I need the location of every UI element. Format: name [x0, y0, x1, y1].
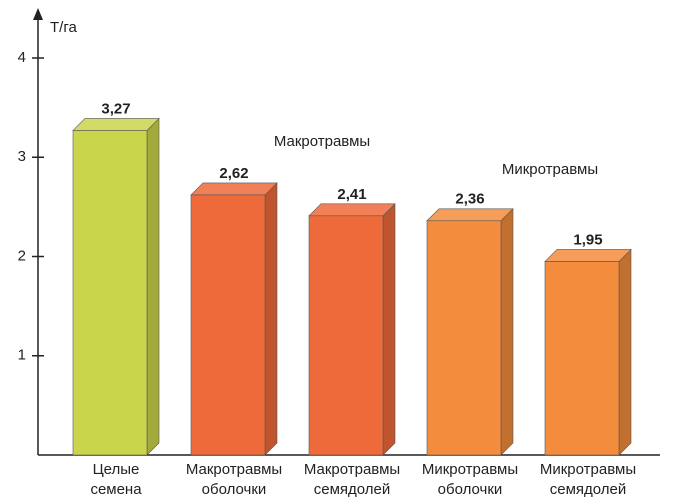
y-tick-label: 1	[18, 347, 26, 364]
annotation: Макротравмы	[274, 133, 370, 150]
x-tick-label: семена	[90, 481, 142, 498]
value-label: 2,36	[455, 191, 484, 208]
y-tick-label: 3	[18, 148, 26, 165]
bar	[72, 117, 160, 456]
bar-top	[544, 249, 632, 262]
bar-front	[544, 261, 620, 456]
bar-top	[72, 118, 160, 131]
bar-front	[190, 194, 266, 456]
x-tick-label: Целые	[93, 461, 140, 478]
value-label: 3,27	[101, 100, 130, 117]
y-axis-label: Т/га	[50, 19, 77, 36]
value-label: 2,62	[219, 165, 248, 182]
value-label: 1,95	[573, 231, 602, 248]
bar	[308, 203, 396, 456]
bar-top	[190, 182, 278, 196]
bar-side	[382, 203, 396, 456]
x-tick-label: Макротравмы	[186, 461, 282, 478]
x-tick-label: оболочки	[202, 481, 267, 498]
x-tick-label: Макротравмы	[304, 461, 400, 478]
bar-front	[426, 220, 502, 456]
x-tick-label: оболочки	[438, 481, 503, 498]
value-label: 2,41	[337, 186, 366, 203]
x-tick-label: Микротравмы	[540, 461, 636, 478]
bar-side	[146, 117, 160, 456]
bar	[426, 208, 514, 456]
bar-front	[308, 215, 384, 456]
bar-side	[500, 208, 514, 456]
bar-top	[308, 203, 396, 217]
bar-front	[72, 130, 148, 456]
x-tick-label: семядолей	[314, 481, 391, 498]
y-tick-label: 4	[18, 49, 26, 66]
bar-top	[426, 208, 514, 222]
bar-side	[618, 248, 632, 456]
bar	[544, 248, 632, 456]
y-tick-label: 2	[18, 247, 26, 264]
bar	[190, 182, 278, 456]
x-tick-label: семядолей	[550, 481, 627, 498]
x-tick-label: Микротравмы	[422, 461, 518, 478]
annotation: Микротравмы	[502, 161, 598, 178]
y-axis-arrow	[33, 8, 43, 20]
bar-side	[264, 182, 278, 456]
